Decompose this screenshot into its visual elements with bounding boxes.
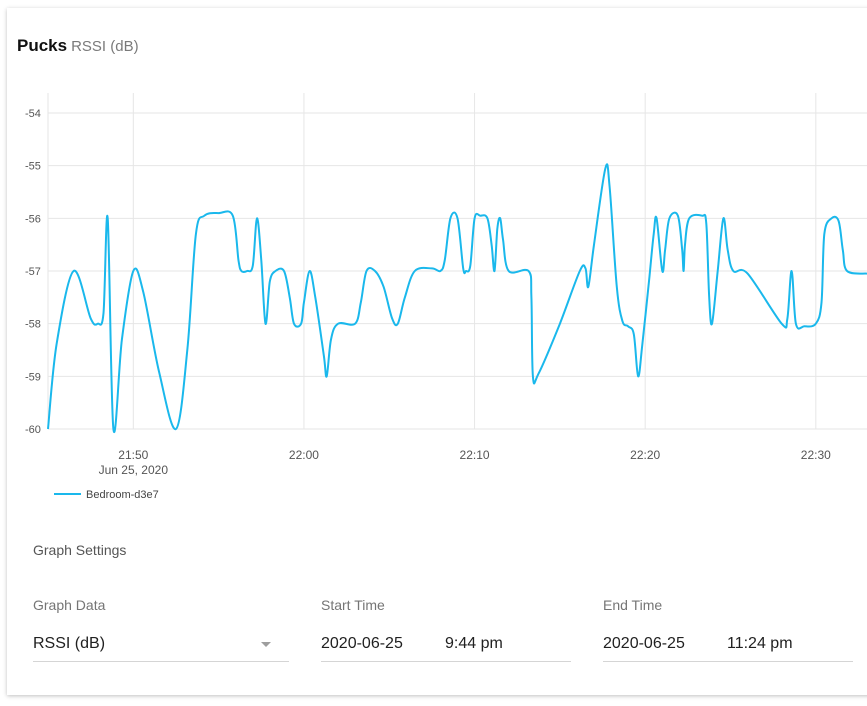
y-tick-label: -55 [25, 161, 41, 173]
start-date-value[interactable]: 2020-06-25 [321, 635, 403, 652]
x-tick-label: 22:30 [801, 448, 831, 462]
y-tick-label: -60 [25, 424, 41, 436]
chart-header: Pucks RSSI (dB) [17, 36, 139, 56]
y-tick-label: -57 [25, 266, 41, 278]
graph-data-label: Graph Data [33, 597, 106, 613]
graph-settings-title: Graph Settings [33, 542, 127, 558]
x-tick-label: 22:00 [289, 448, 319, 462]
chart-subtitle: RSSI (dB) [71, 38, 139, 55]
x-tick-label: 22:10 [460, 448, 490, 462]
end-time-field: End Time 2020-06-25 11:24 pm [603, 597, 853, 662]
start-time-label: Start Time [321, 597, 385, 613]
y-tick-label: -54 [25, 108, 41, 120]
y-tick-label: -56 [25, 213, 41, 225]
series-line-bedroom-d3e7 [47, 163, 867, 433]
legend-label: Bedroom-d3e7 [86, 489, 159, 501]
graph-data-value: RSSI (dB) [33, 635, 106, 652]
start-time-input[interactable]: 2020-06-25 9:44 pm [321, 633, 571, 662]
x-tick-sublabel: Jun 25, 2020 [99, 463, 169, 477]
end-date-value[interactable]: 2020-06-25 [603, 635, 685, 652]
x-tick-label: 21:50 [118, 448, 148, 462]
end-time-value[interactable]: 11:24 pm [727, 635, 793, 652]
chevron-down-icon [261, 642, 271, 647]
start-time-field: Start Time 2020-06-25 9:44 pm [321, 597, 571, 662]
graph-data-field: Graph Data RSSI (dB) [33, 597, 289, 662]
end-time-label: End Time [603, 597, 663, 613]
x-tick-label: 22:20 [630, 448, 660, 462]
graph-data-select[interactable]: RSSI (dB) [33, 633, 289, 662]
chart-title: Pucks [17, 36, 68, 55]
end-time-input[interactable]: 2020-06-25 11:24 pm [603, 633, 853, 662]
start-time-value[interactable]: 9:44 pm [445, 635, 503, 652]
y-tick-label: -59 [25, 371, 41, 383]
y-tick-label: -58 [25, 319, 41, 331]
pucks-card: Pucks RSSI (dB) -54 -55 -56 -57 -58 -59 -60 21:5… [7, 8, 867, 695]
